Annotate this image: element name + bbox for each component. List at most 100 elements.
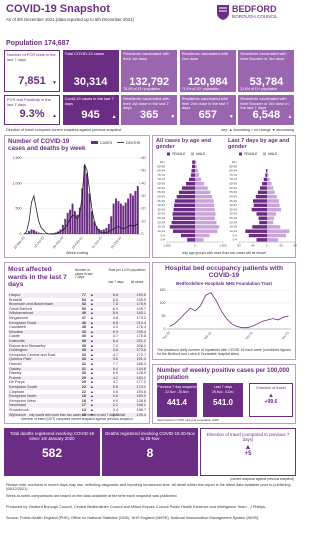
pyramid-bar [267, 182, 272, 186]
pyramid-bar [181, 233, 195, 238]
bar [112, 203, 115, 234]
ward-name: Great Barford [9, 306, 33, 311]
ward-row: De Parys 25 ▲ 3.7 177.2 [8, 380, 146, 385]
pyramid-bar [267, 169, 269, 173]
ward-cell: 156.7 [136, 408, 146, 412]
rate-direction-value: +99.6 [264, 399, 278, 406]
rate-previous-label: Previous 7 day snapshot [157, 385, 197, 389]
ward-cell: 138.8 [136, 398, 146, 403]
tile-label: Residents vaccinated with their Booster … [240, 96, 289, 111]
ward-name: Brickhill [9, 297, 23, 302]
pyramid-bar [195, 177, 202, 182]
age-label: 5-9 [233, 233, 238, 237]
age-label: 85-89 [157, 164, 165, 168]
bar [76, 214, 79, 234]
y-tick-label: 150 [160, 288, 166, 292]
bar [134, 190, 137, 234]
ward-row: Bromham and Biddenham 52 ▲ 7.5 175.9 [8, 302, 146, 307]
tile-label: Residents vaccinated with their 1st dose [123, 51, 170, 61]
tile-trend: ▼ [170, 114, 176, 120]
age-label: 0-4 [233, 238, 238, 242]
x-tick-label: 01-Oct-21 [110, 236, 123, 250]
bar [28, 230, 31, 234]
legend-label: CASES [100, 140, 113, 145]
chart-subtitle: Bedfordshire Hospitals NHS Foundation Tr… [176, 281, 272, 286]
age-label: 25-29 [229, 216, 237, 220]
ward-cell: 2.2 [112, 403, 118, 408]
pyramid-bar [195, 190, 211, 195]
age-label: 25-29 [157, 216, 165, 220]
pyramid-bar [258, 216, 267, 220]
death-tile: Deaths registered involving COVID-19 20-… [102, 428, 198, 476]
ward-row: Newnham 17 ▲ 2.2 168.1 [8, 403, 146, 408]
ward-name: Kempston West [9, 398, 36, 403]
rates-note: rates based on ONS mid year population 2… [157, 418, 219, 422]
ward-cell: 7.2 [112, 343, 118, 348]
ward-cell: 4.2 [112, 375, 118, 380]
rate-direction-label: Direction of travel [256, 386, 286, 390]
ward-cell: 33 [81, 357, 86, 362]
key-legend: key: ▲ increasing = no change ▼ decreasi… [221, 128, 294, 132]
age-label: 70-74 [229, 177, 237, 181]
population: Population 174,687 [6, 40, 70, 47]
ward-cell: ▲ [90, 316, 94, 320]
pyramid-bar [195, 173, 200, 177]
chart-title: Hospital bed occupancy patients with COV… [165, 265, 283, 280]
pyramid-bar [195, 212, 216, 216]
pyramid-bar [195, 160, 197, 164]
ward-cell: 8.8 [112, 293, 118, 297]
ward-name: Harrold [9, 362, 22, 366]
legend-label: DEATHS [126, 140, 141, 145]
pyramid-bar [192, 164, 195, 169]
bar [93, 221, 96, 234]
x-tick-label: 80 [237, 243, 241, 247]
pyramid-bar [267, 173, 269, 177]
pyramid-bar [195, 203, 215, 208]
ward-cell: 7.5 [112, 302, 118, 307]
chart-title: Last 7 days by age and gender [228, 138, 290, 151]
ward-cell: 174.1 [136, 385, 146, 389]
ward-cell: 52 [81, 302, 86, 307]
tile-label: Residents vaccinated with their 1st dose… [123, 96, 170, 111]
stat-tile: Number of PCR tests in the last 7 days 7,… [4, 50, 60, 92]
pyramid-bar [191, 169, 195, 173]
footer-text: Source: Public Health England (PHE), Off… [6, 516, 260, 520]
y2-tick-label: 20 [142, 207, 146, 211]
stat-tile: Residents vaccinated with their Booster … [238, 95, 295, 125]
bar [64, 218, 67, 234]
ward-cell: ▲ [90, 352, 94, 357]
pyramid-bar [195, 164, 197, 169]
age-label: 10-14 [157, 229, 165, 233]
pyramid-bar [173, 207, 195, 212]
x-tick-label: 1,500 [163, 243, 171, 247]
age-label: 70-74 [157, 177, 165, 181]
age-label: 15-19 [157, 225, 165, 229]
line [23, 164, 138, 235]
pyramid-bar [174, 199, 195, 203]
stat-tile: Covid-19 cases in the last 7 days 945 ▲ [62, 95, 119, 125]
pyramid-bar [195, 229, 218, 233]
ward-cell: 155.9 [136, 297, 146, 302]
ward-cell: ▼ [90, 398, 94, 403]
logo-name: BEDFORD [232, 4, 277, 14]
pyramid-bar [265, 173, 267, 177]
ward-name: Goldington [9, 348, 28, 353]
bar [86, 173, 89, 234]
bar [105, 227, 108, 234]
ward-cell: 30 [81, 371, 86, 376]
ward-cell: 5.6 [112, 394, 118, 399]
ward-cell: ▲ [90, 403, 94, 408]
ward-cell: 40 [81, 334, 86, 339]
tile-label: Residents vaccinated with their Booster … [240, 51, 287, 61]
tile-value: 6,548 [252, 109, 281, 121]
ward-cell: 150.6 [136, 389, 146, 394]
ward-cell: ▲ [90, 334, 94, 339]
pyramid-bar [267, 207, 281, 212]
ward-cell: 3.4 [112, 408, 118, 412]
pyramid-bar [245, 229, 267, 233]
pyramid-bar [267, 225, 281, 229]
ward-cell: ▲ [90, 343, 94, 348]
bar [81, 188, 84, 234]
death-label: Total deaths registered involving COVID-… [9, 431, 95, 441]
bar [119, 203, 122, 234]
